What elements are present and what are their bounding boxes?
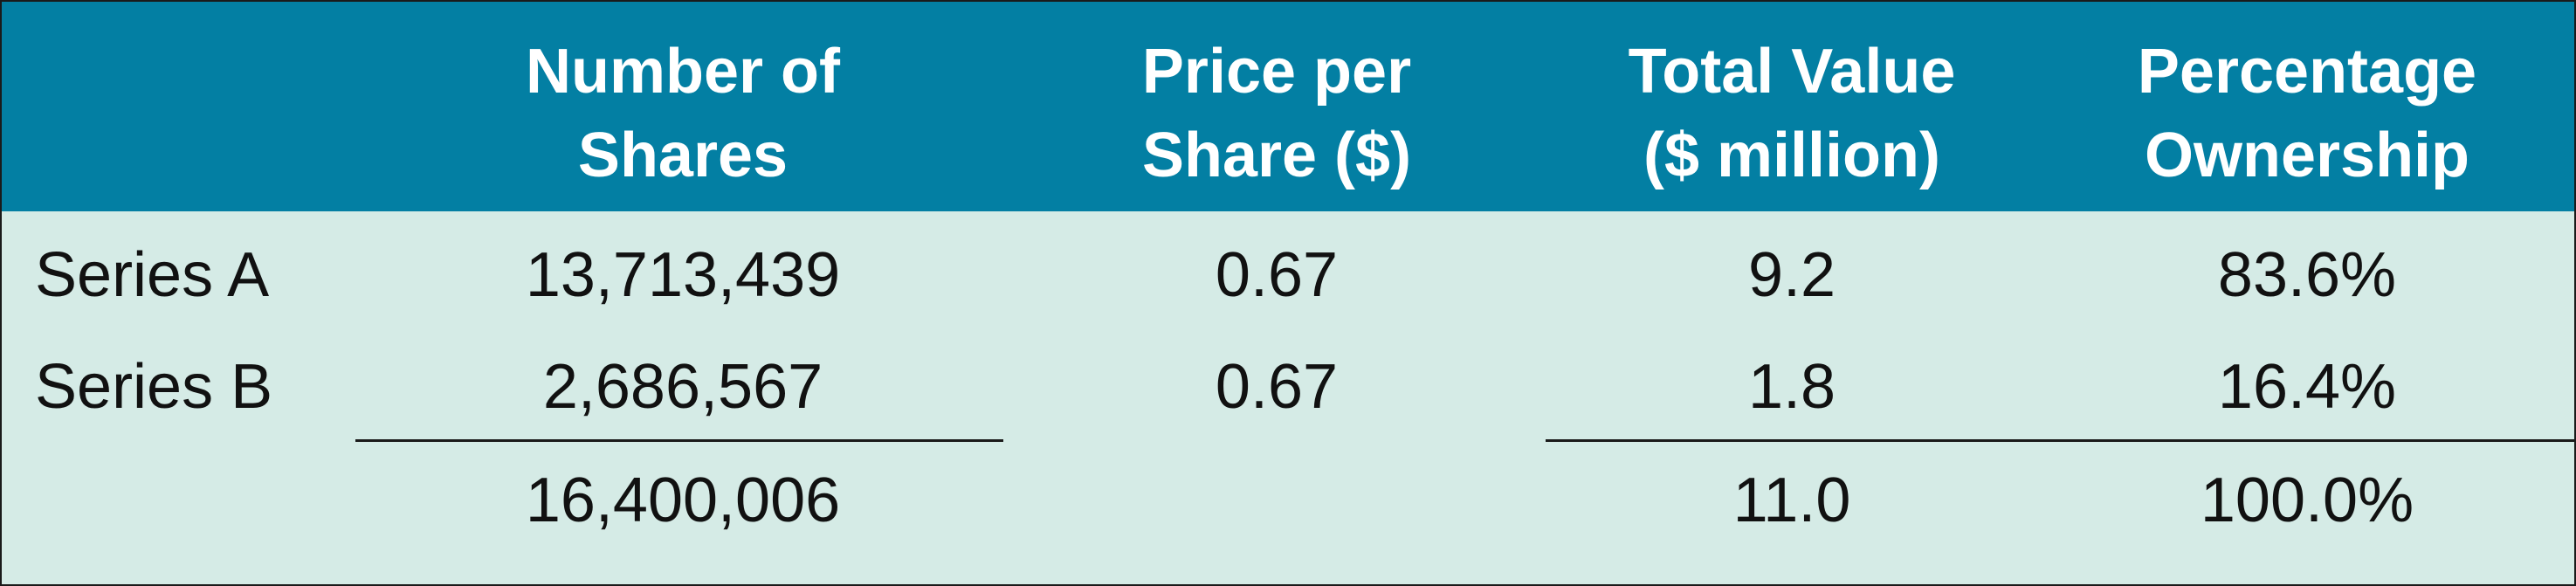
price-cell: 0.67 xyxy=(1215,240,1339,310)
shares-cell: 2,686,567 xyxy=(542,352,823,422)
value-cell: 9.2 xyxy=(1747,240,1836,310)
price-cell: 0.67 xyxy=(1215,352,1339,422)
shares-total-rule xyxy=(355,439,1003,442)
header-total-value: Total Value ($ million) xyxy=(1547,30,2036,197)
header-price-line1: Price per xyxy=(1141,37,1412,107)
header-value-line2: ($ million) xyxy=(1643,121,1940,190)
percentage-cell: 83.6% xyxy=(2217,240,2397,310)
header-shares-line1: Number of xyxy=(526,37,840,107)
row-label: Series B xyxy=(35,352,273,422)
header-price: Price per Share ($) xyxy=(1032,30,1521,197)
shares-cell: 13,713,439 xyxy=(525,240,841,310)
header-pct-line1: Percentage xyxy=(2137,37,2477,107)
header-price-line2: Share ($) xyxy=(1141,121,1412,190)
header-percentage: Percentage Ownership xyxy=(2036,30,2576,197)
percentage-cell: 16.4% xyxy=(2217,352,2397,422)
value-total-rule xyxy=(1546,439,2574,442)
header-value-line1: Total Value xyxy=(1628,37,1956,107)
header-pct-line2: Ownership xyxy=(2144,121,2470,190)
table-header: Number of Shares Price per Share ($) Tot… xyxy=(2,2,2574,211)
value-cell: 1.8 xyxy=(1747,352,1836,422)
row-label: Series A xyxy=(35,240,270,310)
total-percentage-cell: 100.0% xyxy=(2200,465,2414,535)
header-shares: Number of Shares xyxy=(368,30,997,197)
header-shares-line2: Shares xyxy=(577,121,789,190)
total-shares-cell: 16,400,006 xyxy=(525,465,841,535)
total-value-cell: 11.0 xyxy=(1732,465,1851,535)
